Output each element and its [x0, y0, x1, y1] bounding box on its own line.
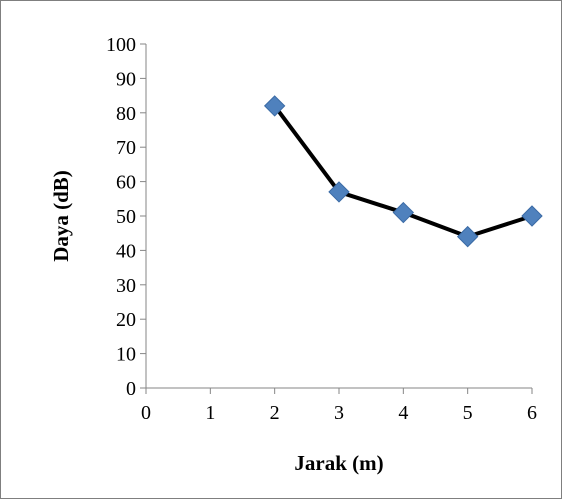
- series-group: [263, 95, 543, 248]
- y-tick-label: 100: [106, 34, 136, 56]
- x-tick-label: 2: [270, 402, 280, 424]
- y-axis-ticks: 0 10 20 30 40 50 60 70 80 90 100: [106, 34, 146, 400]
- y-tick-label: 40: [116, 240, 136, 262]
- data-point-marker: [521, 205, 543, 227]
- y-tick-label: 60: [116, 172, 136, 194]
- x-axis-title: Jarak (m): [294, 451, 383, 475]
- x-tick-label: 0: [141, 402, 151, 424]
- x-axis-ticks: 0 1 2 3 4 5 6: [141, 388, 537, 424]
- y-tick-label: 20: [116, 309, 136, 331]
- x-tick-label: 6: [527, 402, 537, 424]
- y-tick-label: 10: [116, 344, 136, 366]
- data-point-marker: [263, 95, 286, 117]
- x-tick-label: 4: [398, 402, 408, 424]
- y-tick-label: 90: [116, 68, 136, 90]
- x-tick-label: 5: [463, 402, 473, 424]
- y-tick-label: 0: [126, 378, 136, 400]
- y-tick-label: 80: [116, 103, 136, 125]
- data-point-marker: [456, 225, 479, 248]
- y-tick-label: 30: [116, 275, 136, 297]
- y-axis-title: Daya (dB): [49, 170, 73, 262]
- y-tick-label: 70: [116, 137, 136, 159]
- data-point-marker: [328, 181, 350, 203]
- x-tick-label: 1: [205, 402, 215, 424]
- x-tick-label: 3: [334, 402, 344, 424]
- y-tick-label: 50: [116, 206, 136, 228]
- data-point-marker: [392, 201, 415, 224]
